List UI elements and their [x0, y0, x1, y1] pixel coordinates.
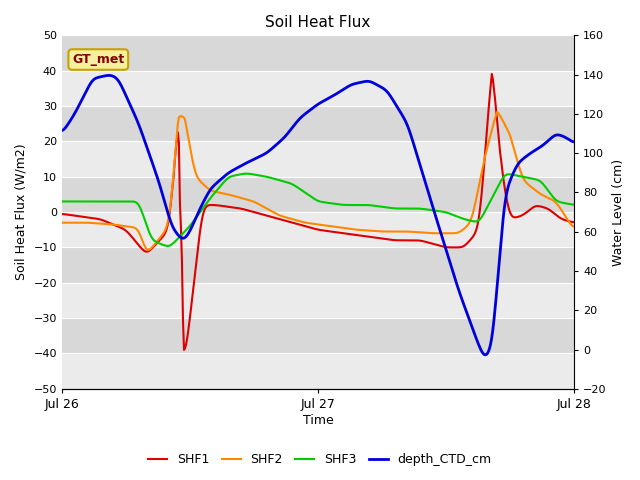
SHF3	[243, 171, 250, 177]
Bar	[62, 212, 574, 247]
SHF3	[560, 200, 568, 206]
depth_CTD_cm	[570, 139, 578, 144]
depth_CTD_cm	[336, 89, 344, 95]
Y-axis label: Water Level (cm): Water Level (cm)	[612, 158, 625, 265]
SHF3	[570, 202, 578, 207]
Line: SHF2: SHF2	[62, 112, 574, 250]
Bar	[62, 36, 574, 71]
SHF3	[164, 243, 172, 249]
SHF1	[479, 180, 486, 186]
SHF2	[336, 225, 344, 230]
Line: SHF3: SHF3	[62, 174, 574, 246]
depth_CTD_cm	[482, 352, 490, 358]
Bar	[62, 283, 574, 318]
SHF2	[58, 220, 66, 226]
Bar	[62, 177, 574, 212]
SHF2	[570, 224, 578, 229]
SHF1	[336, 230, 344, 236]
SHF2	[364, 228, 372, 233]
SHF3	[307, 193, 314, 199]
SHF1	[58, 211, 66, 217]
depth_CTD_cm	[305, 108, 313, 114]
depth_CTD_cm	[58, 128, 66, 133]
SHF1	[488, 71, 495, 77]
Y-axis label: Soil Heat Flux (W/m2): Soil Heat Flux (W/m2)	[15, 144, 28, 280]
SHF1	[560, 217, 568, 223]
SHF2	[144, 247, 152, 252]
Title: Soil Heat Flux: Soil Heat Flux	[265, 15, 371, 30]
Line: SHF1: SHF1	[62, 74, 574, 350]
Bar	[62, 247, 574, 283]
depth_CTD_cm	[479, 350, 486, 356]
X-axis label: Time: Time	[303, 414, 333, 427]
SHF3	[58, 199, 66, 204]
depth_CTD_cm	[105, 72, 113, 78]
depth_CTD_cm	[364, 78, 372, 84]
Bar	[62, 71, 574, 106]
Legend: SHF1, SHF2, SHF3, depth_CTD_cm: SHF1, SHF2, SHF3, depth_CTD_cm	[143, 448, 497, 471]
SHF1	[570, 219, 578, 225]
SHF3	[337, 202, 345, 207]
SHF2	[302, 220, 310, 226]
Bar	[62, 318, 574, 353]
SHF1	[364, 234, 372, 240]
Bar	[62, 106, 574, 142]
Line: depth_CTD_cm: depth_CTD_cm	[62, 75, 574, 355]
Bar	[62, 353, 574, 389]
SHF2	[493, 109, 501, 115]
SHF3	[365, 202, 372, 208]
Bar	[62, 142, 574, 177]
SHF2	[479, 165, 486, 171]
SHF2	[305, 220, 313, 226]
SHF3	[480, 211, 488, 217]
depth_CTD_cm	[560, 134, 568, 140]
Text: GT_met: GT_met	[72, 53, 124, 66]
SHF1	[305, 225, 313, 230]
SHF1	[180, 347, 188, 353]
SHF3	[303, 191, 311, 197]
SHF1	[302, 224, 310, 229]
depth_CTD_cm	[302, 110, 310, 116]
SHF2	[560, 211, 568, 216]
